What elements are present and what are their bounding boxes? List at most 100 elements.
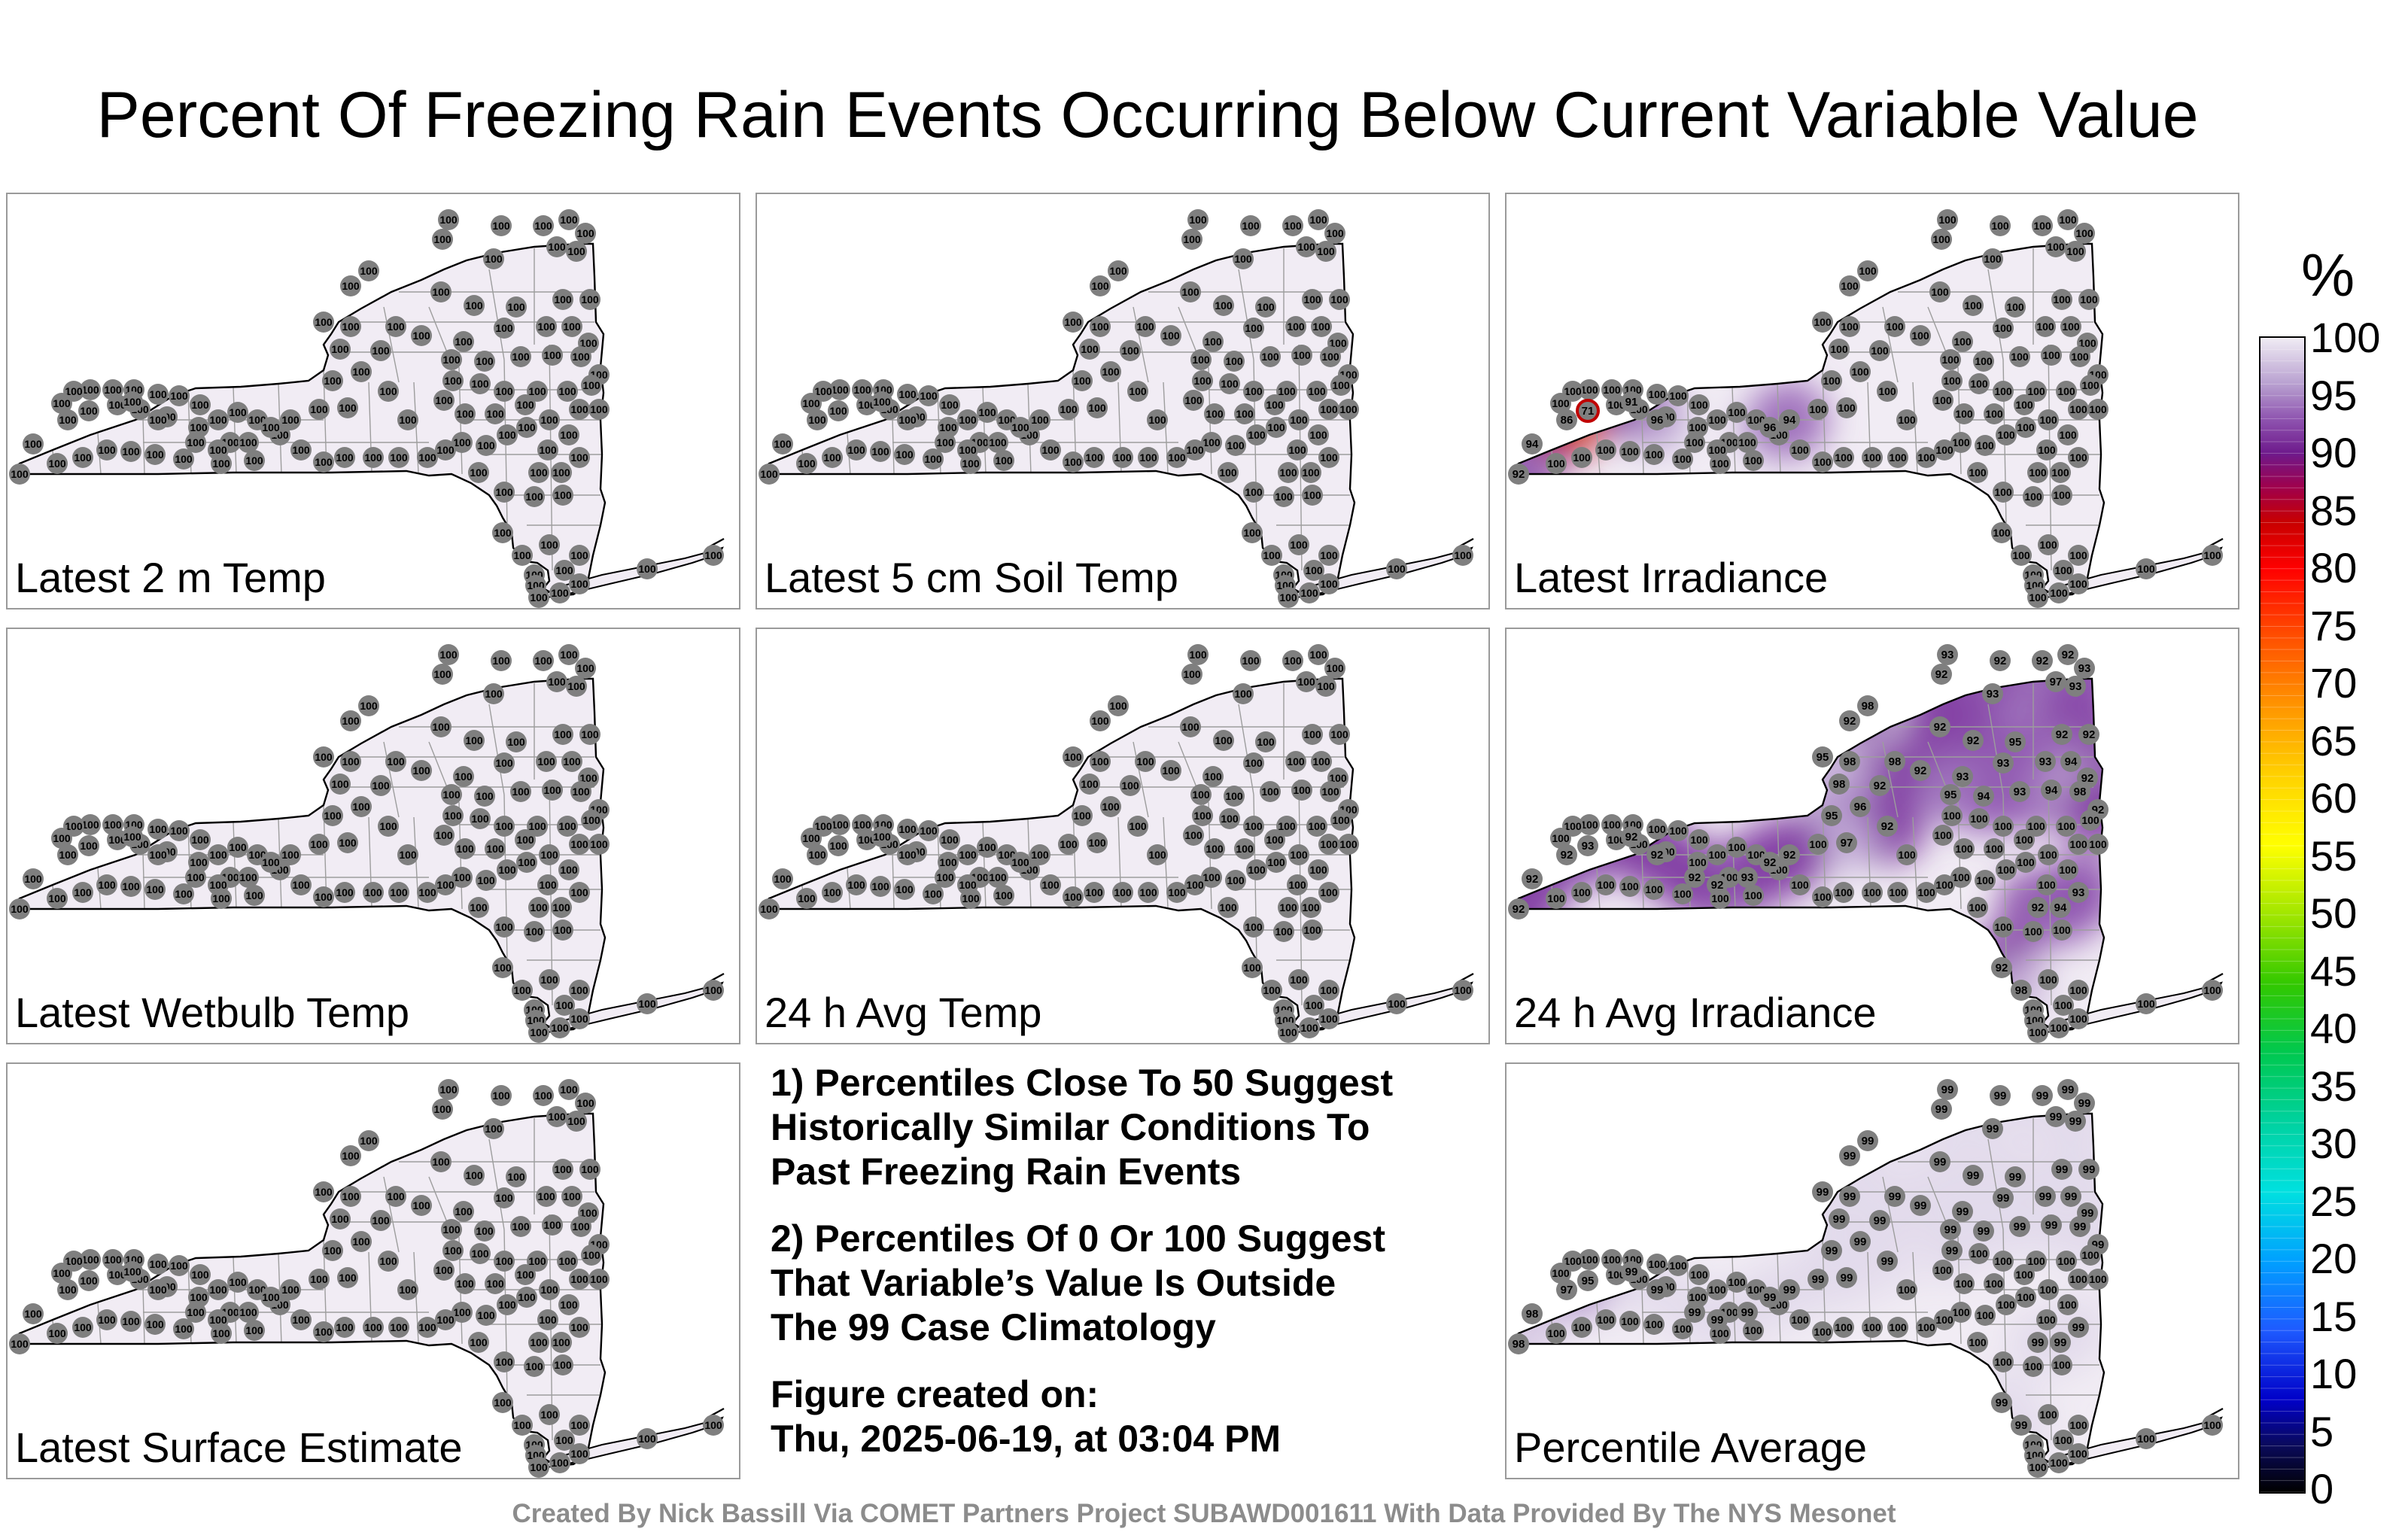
station-dot xyxy=(290,874,312,895)
station-marker: 100 xyxy=(9,1333,30,1354)
station-value: 100 xyxy=(1997,864,2015,876)
station-value: 100 xyxy=(989,436,1007,448)
station-value: 100 xyxy=(1183,233,1201,245)
station-value: 100 xyxy=(432,1156,450,1168)
station-value: 100 xyxy=(1976,439,1994,451)
station-value: 100 xyxy=(2203,984,2221,996)
station-marker: 100 xyxy=(569,1415,590,1436)
station-dot xyxy=(441,784,462,805)
station-marker: 100 xyxy=(1243,381,1264,402)
station-marker: 100 xyxy=(208,1309,229,1330)
station-value: 100 xyxy=(191,399,209,411)
station-dot xyxy=(208,844,229,865)
station-value: 100 xyxy=(281,414,299,426)
station-value: 100 xyxy=(2029,591,2047,603)
station-value: 100 xyxy=(1085,886,1103,898)
station-marker: 100 xyxy=(1546,888,1567,909)
station-value: 99 xyxy=(1994,1090,2007,1102)
station-marker: 100 xyxy=(2026,1251,2047,1272)
station-marker: 92 xyxy=(1869,775,1890,796)
station-dot xyxy=(1224,351,1245,372)
station-dot xyxy=(524,1356,545,1377)
station-value: 100 xyxy=(1886,321,1904,333)
station-marker: 100 xyxy=(1127,816,1148,837)
station-marker: 100 xyxy=(558,1294,579,1315)
station-dot xyxy=(483,683,504,704)
station-value: 100 xyxy=(2047,241,2065,253)
station-marker: 100 xyxy=(1276,816,1297,837)
station-value: 100 xyxy=(1935,879,1953,891)
colorbar-tick-label: 30 xyxy=(2310,1120,2358,1167)
station-value: 100 xyxy=(2089,403,2107,415)
station-value: 100 xyxy=(1243,962,1261,974)
station-dot xyxy=(516,852,537,873)
station-dot xyxy=(370,1210,391,1231)
station-dot xyxy=(1135,751,1156,772)
station-value: 100 xyxy=(1674,1323,1692,1335)
station-dot xyxy=(1285,316,1306,337)
station-value: 100 xyxy=(98,444,116,456)
station-value: 100 xyxy=(1121,345,1139,357)
station-marker: 100 xyxy=(322,805,343,826)
station-dot xyxy=(1112,882,1133,903)
station-value: 100 xyxy=(331,1213,349,1225)
station-dot xyxy=(1789,439,1811,460)
station-value: 97 xyxy=(1561,1284,1573,1296)
station-marker: 100 xyxy=(829,814,850,835)
station-value: 100 xyxy=(898,414,917,426)
station-value: 100 xyxy=(2054,564,2072,576)
station-marker: 100 xyxy=(2068,447,2089,468)
station-value: 100 xyxy=(1744,889,1762,901)
station-dot xyxy=(1877,1251,1898,1272)
station-marker: 100 xyxy=(1285,316,1306,337)
station-marker: 100 xyxy=(1287,439,1308,460)
station-dot xyxy=(1063,312,1084,333)
station-value: 100 xyxy=(494,527,512,539)
station-marker: 99 xyxy=(2011,1415,2032,1436)
station-value: 100 xyxy=(1744,454,1762,467)
station-value: 100 xyxy=(554,728,572,740)
station-value: 100 xyxy=(59,1284,77,1296)
station-marker: 100 xyxy=(1187,209,1209,230)
station-marker: 97 xyxy=(1836,832,1857,853)
station-dot xyxy=(1338,834,1359,855)
station-dot xyxy=(464,1165,485,1186)
station-value: 100 xyxy=(292,879,310,891)
state-outline xyxy=(760,677,1356,1032)
station-dot xyxy=(2026,816,2047,837)
station-value: 100 xyxy=(81,384,99,396)
station-marker: 100 xyxy=(1646,819,1668,840)
station-value: 100 xyxy=(1266,399,1284,411)
station-value: 100 xyxy=(2057,820,2075,832)
station-dot xyxy=(1993,1351,2014,1372)
station-value: 100 xyxy=(11,1338,29,1350)
station-value: 100 xyxy=(471,813,489,825)
station-marker: 100 xyxy=(464,295,485,316)
station-marker: 100 xyxy=(378,381,399,402)
station-value: 100 xyxy=(936,871,954,883)
station-marker: 100 xyxy=(1877,381,1898,402)
station-value: 100 xyxy=(572,1220,590,1233)
station-dot xyxy=(1233,248,1254,269)
station-dot xyxy=(1084,882,1105,903)
station-dot xyxy=(1100,361,1121,382)
station-dot xyxy=(2068,1269,2089,1290)
station-value: 100 xyxy=(399,1284,417,1296)
station-value: 100 xyxy=(2039,539,2057,551)
station-dot xyxy=(1546,888,1567,909)
station-dot xyxy=(957,874,978,895)
station-marker: 100 xyxy=(918,385,939,406)
station-marker: 99 xyxy=(2009,1216,2030,1237)
station-dot xyxy=(1940,1219,1961,1240)
station-marker: 100 xyxy=(468,1332,489,1353)
station-dot xyxy=(1808,834,1829,855)
station-marker: 100 xyxy=(2068,1008,2089,1029)
station-dot xyxy=(1508,898,1529,919)
credit-line: Created By Nick Bassill Via COMET Partne… xyxy=(512,1499,1896,1528)
station-dot xyxy=(935,867,956,888)
station-value: 100 xyxy=(534,1090,552,1102)
station-marker: 100 xyxy=(47,453,68,474)
station-value: 100 xyxy=(1935,1314,1953,1326)
station-marker: 100 xyxy=(2048,1017,2069,1038)
station-value: 100 xyxy=(1088,402,1106,414)
